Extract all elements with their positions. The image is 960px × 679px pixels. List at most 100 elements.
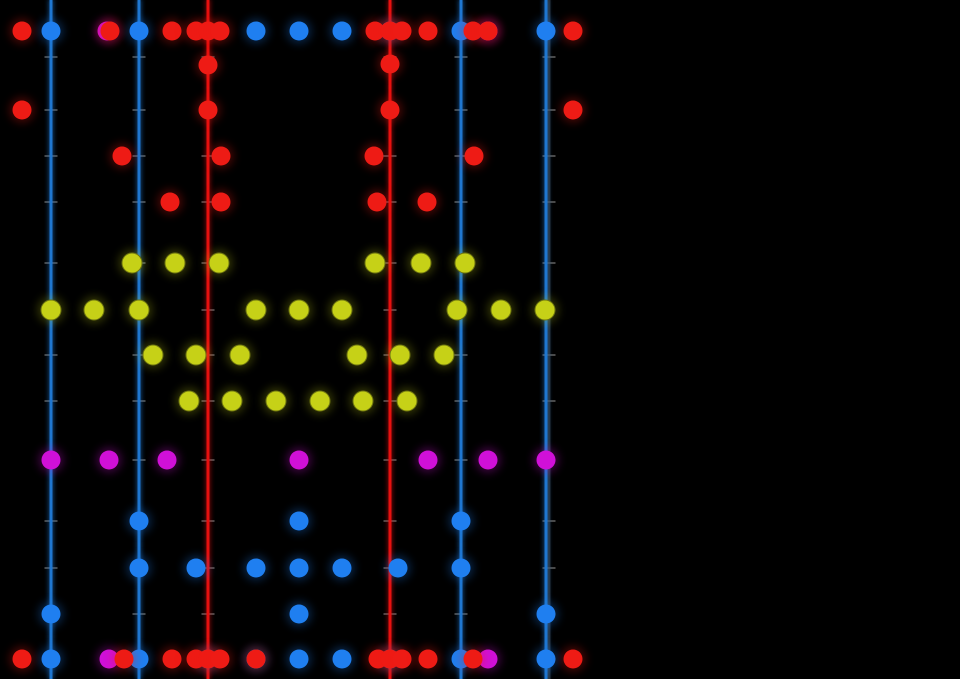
series-line-red [206, 0, 210, 679]
data-point-yellow[interactable] [40, 299, 62, 321]
data-point-blue[interactable] [536, 21, 556, 41]
data-point-yellow[interactable] [534, 299, 556, 321]
data-point-blue[interactable] [186, 558, 206, 578]
data-point-red[interactable] [364, 146, 384, 166]
data-point-yellow[interactable] [346, 344, 368, 366]
data-point-magenta[interactable] [536, 450, 556, 470]
data-point-magenta[interactable] [41, 450, 61, 470]
data-point-blue[interactable] [536, 604, 556, 624]
data-point-red[interactable] [392, 649, 412, 669]
data-point-magenta[interactable] [157, 450, 177, 470]
data-point-red[interactable] [162, 649, 182, 669]
data-point-yellow[interactable] [83, 299, 105, 321]
axis-tick [542, 400, 556, 402]
data-point-red[interactable] [392, 21, 412, 41]
data-point-blue[interactable] [451, 558, 471, 578]
data-point-blue[interactable] [246, 558, 266, 578]
data-point-yellow[interactable] [352, 390, 374, 412]
axis-tick [542, 262, 556, 264]
data-point-blue[interactable] [332, 649, 352, 669]
data-point-yellow[interactable] [490, 299, 512, 321]
data-point-yellow[interactable] [128, 299, 150, 321]
data-point-yellow[interactable] [410, 252, 432, 274]
data-point-yellow[interactable] [288, 299, 310, 321]
data-point-blue[interactable] [289, 558, 309, 578]
data-point-magenta[interactable] [99, 450, 119, 470]
data-point-red[interactable] [198, 55, 218, 75]
data-point-red[interactable] [380, 54, 400, 74]
data-point-red[interactable] [114, 649, 134, 669]
data-point-red[interactable] [211, 192, 231, 212]
data-point-blue[interactable] [332, 21, 352, 41]
data-point-magenta[interactable] [478, 450, 498, 470]
data-point-blue[interactable] [129, 558, 149, 578]
data-point-blue[interactable] [289, 604, 309, 624]
data-point-red[interactable] [246, 649, 266, 669]
data-point-yellow[interactable] [229, 344, 251, 366]
data-point-red[interactable] [463, 21, 483, 41]
data-point-red[interactable] [211, 146, 231, 166]
data-point-blue[interactable] [41, 21, 61, 41]
data-point-blue[interactable] [451, 511, 471, 531]
data-point-blue[interactable] [332, 558, 352, 578]
data-point-magenta[interactable] [289, 450, 309, 470]
data-point-red[interactable] [198, 100, 218, 120]
data-point-red[interactable] [160, 192, 180, 212]
data-point-yellow[interactable] [142, 344, 164, 366]
data-point-red[interactable] [417, 192, 437, 212]
data-point-red[interactable] [12, 21, 32, 41]
data-point-red[interactable] [418, 21, 438, 41]
data-point-red[interactable] [478, 21, 498, 41]
data-point-red[interactable] [464, 146, 484, 166]
data-point-red[interactable] [100, 21, 120, 41]
data-point-magenta[interactable] [418, 450, 438, 470]
data-point-red[interactable] [563, 649, 583, 669]
data-point-yellow[interactable] [446, 299, 468, 321]
data-point-blue[interactable] [41, 649, 61, 669]
data-point-blue[interactable] [129, 21, 149, 41]
data-point-yellow[interactable] [396, 390, 418, 412]
data-point-blue[interactable] [388, 558, 408, 578]
data-point-red[interactable] [380, 100, 400, 120]
data-point-yellow[interactable] [433, 344, 455, 366]
data-point-red[interactable] [367, 192, 387, 212]
data-point-yellow[interactable] [364, 252, 386, 274]
data-point-yellow[interactable] [178, 390, 200, 412]
data-point-red[interactable] [210, 649, 230, 669]
data-point-yellow[interactable] [331, 299, 353, 321]
data-point-blue[interactable] [41, 604, 61, 624]
data-point-red[interactable] [463, 649, 483, 669]
axis-tick [542, 354, 556, 356]
data-point-red[interactable] [210, 21, 230, 41]
data-point-yellow[interactable] [265, 390, 287, 412]
data-point-blue[interactable] [129, 649, 149, 669]
data-point-yellow[interactable] [245, 299, 267, 321]
data-point-blue[interactable] [289, 21, 309, 41]
data-point-blue[interactable] [536, 649, 556, 669]
data-point-red[interactable] [12, 649, 32, 669]
axis-tick [542, 56, 556, 58]
data-point-magenta[interactable] [478, 649, 498, 669]
data-point-yellow[interactable] [208, 252, 230, 274]
data-point-yellow[interactable] [164, 252, 186, 274]
data-point-red[interactable] [563, 100, 583, 120]
data-point-yellow[interactable] [185, 344, 207, 366]
data-point-yellow[interactable] [454, 252, 476, 274]
data-point-red[interactable] [12, 100, 32, 120]
data-point-magenta[interactable] [99, 649, 119, 669]
data-point-blue[interactable] [289, 511, 309, 531]
data-point-yellow[interactable] [309, 390, 331, 412]
data-point-yellow[interactable] [389, 344, 411, 366]
data-point-red[interactable] [162, 21, 182, 41]
data-point-blue[interactable] [289, 649, 309, 669]
data-point-blue[interactable] [129, 511, 149, 531]
data-point-red[interactable] [563, 21, 583, 41]
data-point-red[interactable] [112, 146, 132, 166]
data-point-yellow[interactable] [221, 390, 243, 412]
data-point-blue[interactable] [246, 21, 266, 41]
data-point-red[interactable] [418, 649, 438, 669]
data-point-yellow[interactable] [121, 252, 143, 274]
data-point-red[interactable] [365, 21, 385, 41]
